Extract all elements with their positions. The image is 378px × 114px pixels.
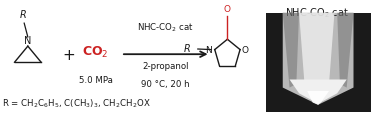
Text: R = CH$_2$C$_6$H$_5$, C(CH$_3$)$_3$, CH$_2$CH$_2$OX: R = CH$_2$C$_6$H$_5$, C(CH$_3$)$_3$, CH$…	[2, 97, 151, 109]
Text: N: N	[24, 36, 31, 46]
Text: O: O	[224, 5, 231, 14]
Polygon shape	[266, 14, 371, 112]
Text: 2-propanol: 2-propanol	[143, 62, 189, 70]
Text: O: O	[242, 46, 249, 55]
Polygon shape	[307, 91, 329, 105]
Text: 90 °C, 20 h: 90 °C, 20 h	[141, 80, 190, 89]
Polygon shape	[337, 14, 353, 88]
Text: R: R	[184, 44, 191, 54]
Text: CO$_2$: CO$_2$	[82, 45, 109, 60]
Text: R: R	[20, 9, 26, 19]
Text: NHC-CO$_2$ cat: NHC-CO$_2$ cat	[285, 6, 349, 19]
Polygon shape	[290, 80, 347, 104]
Text: NHC-CO$_2$ cat: NHC-CO$_2$ cat	[137, 22, 194, 34]
Text: 5.0 MPa: 5.0 MPa	[79, 75, 113, 84]
Polygon shape	[283, 14, 299, 88]
Polygon shape	[299, 14, 335, 103]
Polygon shape	[283, 14, 353, 105]
Text: +: +	[63, 47, 75, 62]
Text: N: N	[205, 46, 212, 55]
